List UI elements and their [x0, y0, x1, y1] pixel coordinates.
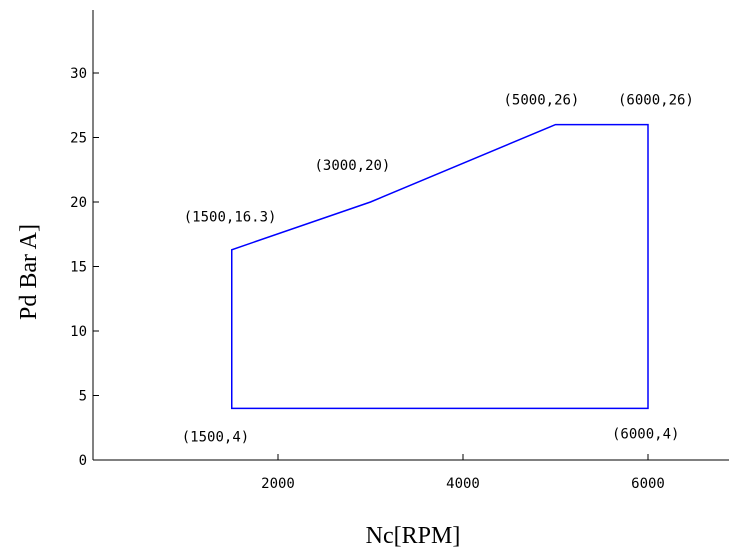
y-tick-label: 0	[79, 453, 87, 469]
y-tick-label: 25	[70, 131, 87, 147]
series-line	[231, 123, 649, 410]
point-annotation: (1500,16.3)	[184, 210, 277, 226]
x-tick-label: 4000	[446, 476, 480, 492]
y-tick-label: 30	[70, 66, 87, 82]
y-axis-label: Pd Bar A]	[16, 224, 42, 320]
x-tick-label: 6000	[631, 476, 665, 492]
series	[231, 123, 649, 410]
y-tick-label: 5	[79, 389, 87, 405]
y-tick-label: 20	[70, 195, 87, 211]
x-axis-label: Nc[RPM]	[366, 523, 461, 549]
point-annotation: (6000,26)	[618, 93, 694, 109]
y-tick-label: 15	[70, 260, 87, 276]
y-tick-label: 10	[70, 324, 87, 340]
point-annotation: (6000,4)	[612, 426, 679, 442]
axes	[92, 10, 729, 461]
annotations: (1500,16.3) (3000,20) (5000,26) (6000,26) (1…	[182, 93, 694, 446]
point-annotation: (1500,4)	[182, 429, 249, 445]
point-annotation: (3000,20)	[315, 158, 391, 174]
x-tick-label: 2000	[261, 476, 295, 492]
point-annotation: (5000,26)	[504, 93, 580, 109]
ticks: 0 5 10 15 20 25 30 2000 4000 6000	[70, 66, 665, 492]
